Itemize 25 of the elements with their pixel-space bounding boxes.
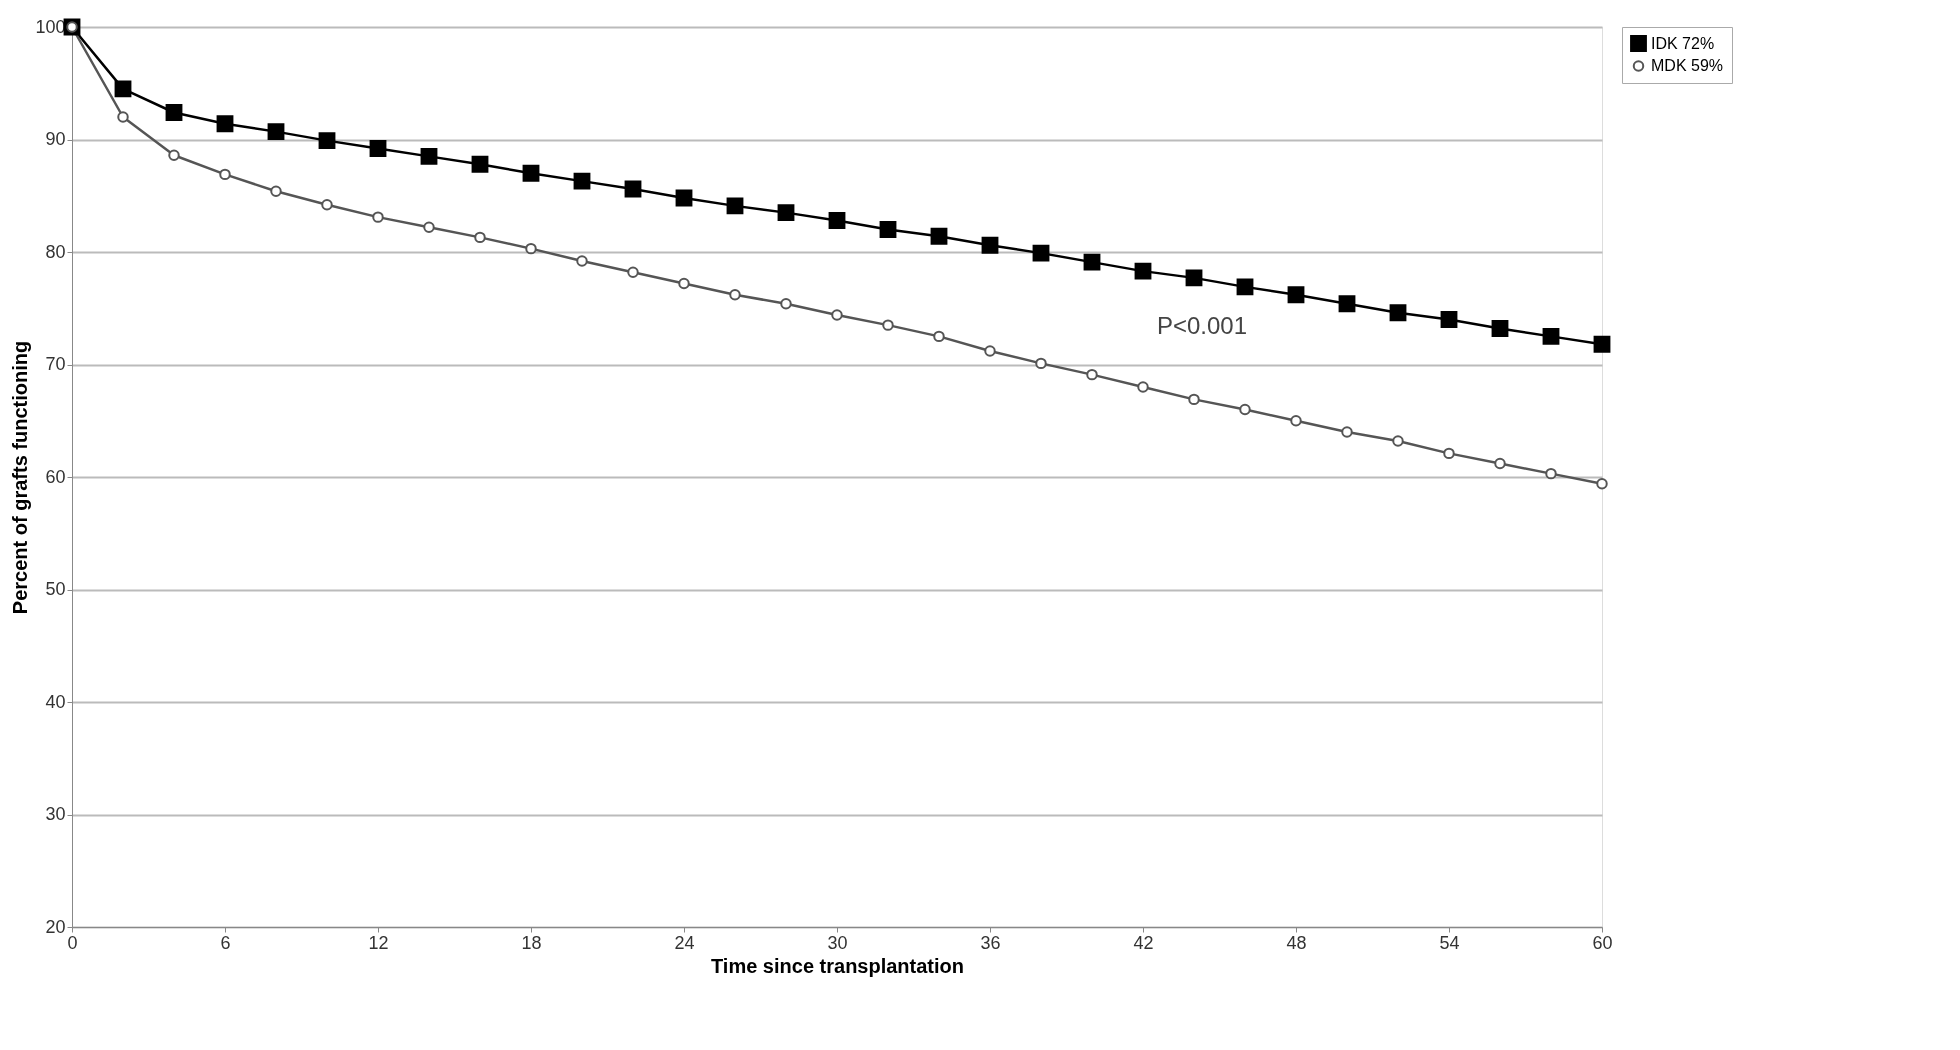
x-tick-label: 0 [67,932,78,953]
y-tick-label: 30 [45,804,66,824]
legend-label: IDK 72% [1651,34,1715,52]
x-tick-label: 6 [220,932,231,953]
y-tick-label: 100 [35,16,66,37]
x-tick-label: 48 [1286,932,1307,953]
annotation: P<0.001 [1156,312,1248,339]
x-tick-label: 30 [827,932,848,953]
x-tick-label: 36 [980,932,1001,953]
x-tick-label: 54 [1439,932,1460,953]
x-tick-label: 42 [1133,932,1154,953]
y-tick-label: 90 [45,129,66,149]
y-tick-label: 20 [45,916,66,937]
legend-label: MDK 59% [1651,57,1724,74]
y-tick-label: 80 [45,241,66,262]
x-tick-label: 18 [521,932,542,953]
y-tick-label: 50 [45,579,66,599]
x-tick-label: 12 [368,932,389,953]
y-tick-label: 60 [45,466,66,487]
y-axis-title: Percent of grafts functioning [9,340,32,615]
x-tick-label: 24 [674,932,695,953]
y-tick-label: 70 [45,354,66,374]
x-axis-title: Time since transplantation [710,954,965,977]
y-tick-label: 40 [45,691,66,712]
x-tick-label: 60 [1592,932,1613,953]
